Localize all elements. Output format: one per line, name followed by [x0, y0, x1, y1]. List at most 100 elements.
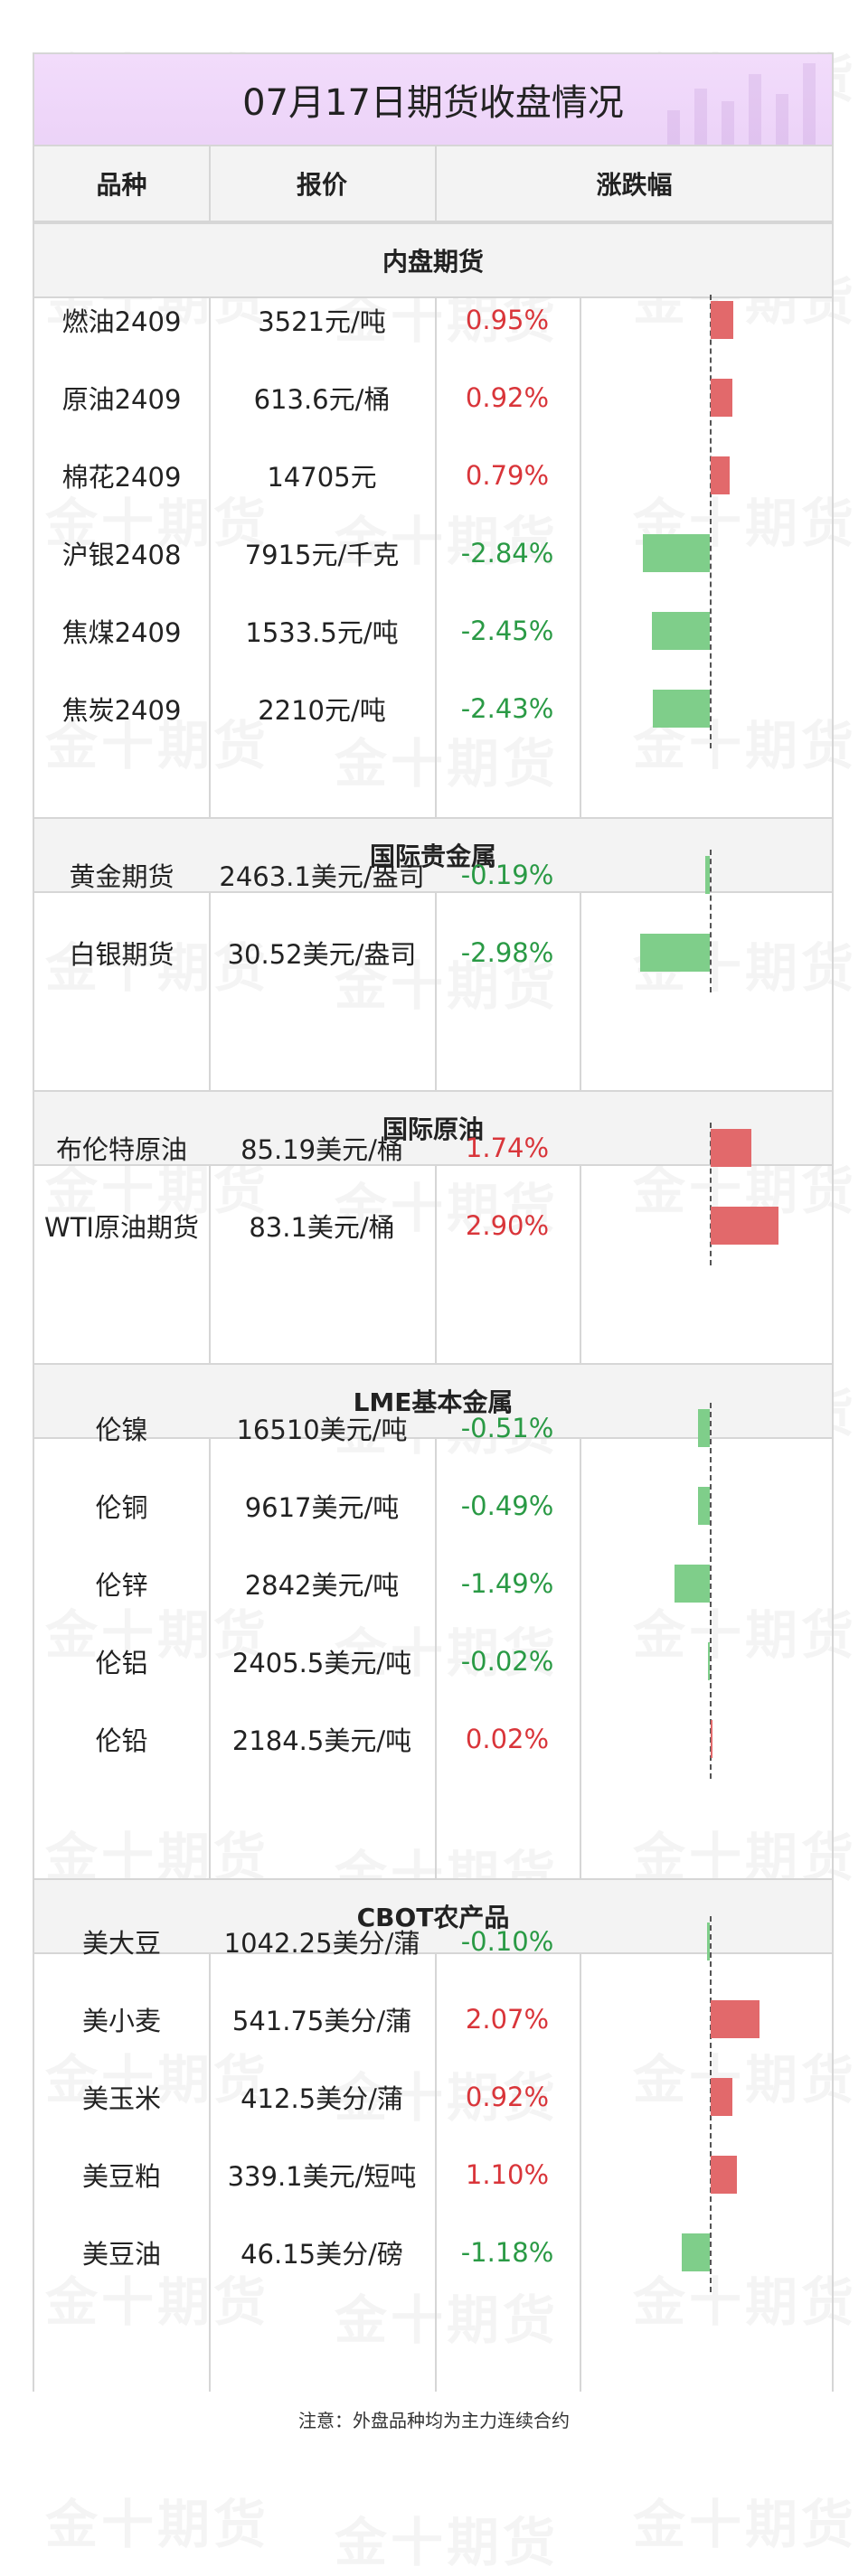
table-row[interactable]: 焦炭2409 2210元/吨 -2.43%	[34, 670, 832, 747]
table-row[interactable]: 沪银2408 7915元/千克 -2.84%	[34, 514, 832, 592]
change-percent: 0.95%	[465, 305, 550, 335]
commodity-name: 黄金期货	[69, 861, 175, 892]
watermark-logo: 金十期货	[633, 2482, 857, 2558]
table-row[interactable]: 燃油2409 3521元/吨 0.95%	[34, 281, 832, 359]
column-divider	[435, 1954, 437, 2392]
change-percent: 0.02%	[465, 1724, 550, 1754]
table-row[interactable]: 美小麦 541.75美分/蒲 2.07%	[34, 1980, 832, 2058]
section-body: 布伦特原油 85.19美元/桶 1.74% WTI原油期货 83.1美元/桶 2.90%	[33, 1123, 834, 1363]
quote-price: 339.1美元/短吨	[227, 2161, 417, 2192]
table-row[interactable]: 棉花2409 14705元 0.79%	[34, 437, 832, 514]
quote-price: 1533.5元/吨	[245, 617, 399, 648]
watermark-logo: 金十期货	[45, 2482, 269, 2558]
zero-axis-line	[710, 1123, 712, 1265]
table-row[interactable]: 黄金期货 2463.1美元/盎司 -0.19%	[34, 836, 832, 914]
table-row[interactable]: 布伦特原油 85.19美元/桶 1.74%	[34, 1109, 832, 1187]
change-percent: 0.92%	[465, 382, 550, 413]
table-row[interactable]: 伦镍 16510美元/吨 -0.51%	[34, 1389, 832, 1467]
section-header: CBOT农产品	[33, 1878, 834, 1954]
commodity-name: 沪银2408	[61, 540, 182, 570]
commodity-name: 焦炭2409	[61, 695, 182, 726]
change-percent: -0.51%	[460, 1413, 554, 1443]
quote-price: 412.5美分/蒲	[241, 2083, 403, 2114]
commodity-name: 伦铅	[95, 1725, 148, 1756]
column-divider	[580, 893, 581, 1090]
column-divider	[209, 1954, 211, 2392]
table-row[interactable]: 伦铜 9617美元/吨 -0.49%	[34, 1467, 832, 1545]
table-row[interactable]: 美豆油 46.15美分/磅 -1.18%	[34, 2214, 832, 2291]
commodity-name: WTI原油期货	[44, 1212, 199, 1243]
quote-price: 2210元/吨	[258, 695, 386, 726]
gain-bar	[711, 2078, 732, 2116]
section-body: 美大豆 1042.25美分/蒲 -0.10% 美小麦 541.75美分/蒲 2.07% 美玉…	[33, 1916, 834, 2392]
table-row[interactable]: 伦锌 2842美元/吨 -1.49%	[34, 1545, 832, 1622]
zero-axis-line	[710, 295, 712, 748]
change-percent: 1.10%	[465, 2159, 550, 2190]
quote-price: 2405.5美元/吨	[231, 1648, 412, 1678]
loss-bar	[675, 1565, 710, 1603]
change-percent: -2.98%	[460, 937, 554, 968]
table-row[interactable]: 美玉米 412.5美分/蒲 0.92%	[34, 2058, 832, 2136]
commodity-name: 美豆粕	[81, 2161, 161, 2192]
table-row[interactable]: 伦铝 2405.5美元/吨 -0.02%	[34, 1622, 832, 1700]
section-header: 国际原油	[33, 1090, 834, 1166]
change-percent: -2.43%	[460, 693, 554, 724]
column-header-change[interactable]: 涨跌幅	[596, 170, 673, 200]
column-divider	[209, 1166, 211, 1363]
quote-price: 1042.25美分/蒲	[223, 1928, 420, 1959]
gain-bar	[711, 2156, 737, 2194]
title-bar: 07月17日期货收盘情况	[33, 52, 834, 146]
quote-price: 14705元	[267, 462, 377, 493]
table-row[interactable]: 原油2409 613.6元/桶 0.92%	[34, 359, 832, 437]
table-row[interactable]: 白银期货 30.52美元/盎司 -2.98%	[34, 914, 832, 992]
column-divider	[580, 1954, 581, 2392]
commodity-name: 白银期货	[69, 939, 175, 970]
gain-bar	[711, 1720, 712, 1758]
table-row[interactable]: 美大豆 1042.25美分/蒲 -0.10%	[34, 1903, 832, 1980]
loss-bar	[643, 534, 710, 572]
column-header-price: 报价	[296, 170, 347, 200]
page-title: 07月17日期货收盘情况	[242, 82, 624, 124]
commodity-name: 棉花2409	[61, 462, 182, 493]
quote-price: 85.19美元/桶	[241, 1134, 403, 1165]
column-header-name: 品种	[96, 170, 147, 200]
loss-bar	[682, 2233, 710, 2271]
quote-price: 541.75美分/蒲	[231, 2006, 412, 2036]
gain-bar	[711, 456, 730, 494]
column-divider	[580, 298, 581, 817]
change-percent: -2.45%	[460, 616, 554, 646]
table-row[interactable]: WTI原油期货 83.1美元/桶 2.90%	[34, 1187, 832, 1264]
change-percent: 2.07%	[465, 2004, 550, 2035]
column-divider	[580, 1439, 581, 1878]
table-row[interactable]: 美豆粕 339.1美元/短吨 1.10%	[34, 2136, 832, 2214]
section-body: 伦镍 16510美元/吨 -0.51% 伦铜 9617美元/吨 -0.49% 伦锌 2842美…	[33, 1403, 834, 1878]
column-divider	[209, 893, 211, 1090]
section-header: 内盘期货	[33, 222, 834, 298]
loss-bar	[652, 612, 710, 650]
quote-price: 2463.1美元/盎司	[219, 861, 425, 892]
change-percent: -0.10%	[460, 1926, 554, 1957]
section-body: 黄金期货 2463.1美元/盎司 -0.19% 白银期货 30.52美元/盎司 -2.98…	[33, 850, 834, 1090]
change-percent: 0.79%	[465, 460, 550, 491]
loss-bar	[639, 934, 710, 972]
quote-price: 30.52美元/盎司	[227, 939, 417, 970]
loss-bar	[698, 1487, 710, 1525]
change-percent: -0.49%	[460, 1490, 554, 1521]
gain-bar	[711, 1129, 752, 1167]
loss-bar	[705, 856, 710, 894]
zero-axis-line	[710, 1403, 712, 1779]
quote-price: 83.1美元/桶	[249, 1212, 395, 1243]
loss-bar	[708, 1642, 710, 1680]
change-percent: 0.92%	[465, 2082, 550, 2112]
change-percent: 1.74%	[465, 1133, 550, 1163]
commodity-name: 伦铝	[95, 1648, 148, 1678]
commodity-name: 原油2409	[61, 384, 182, 415]
change-percent: -0.19%	[460, 860, 554, 890]
zero-axis-line	[710, 850, 712, 992]
table-row[interactable]: 伦铅 2184.5美元/吨 0.02%	[34, 1700, 832, 1778]
change-percent: 2.90%	[465, 1210, 550, 1241]
table-row[interactable]: 焦煤2409 1533.5元/吨 -2.45%	[34, 592, 832, 670]
column-divider	[580, 1166, 581, 1363]
section-header: 国际贵金属	[33, 817, 834, 893]
commodity-name: 美小麦	[81, 2006, 161, 2036]
